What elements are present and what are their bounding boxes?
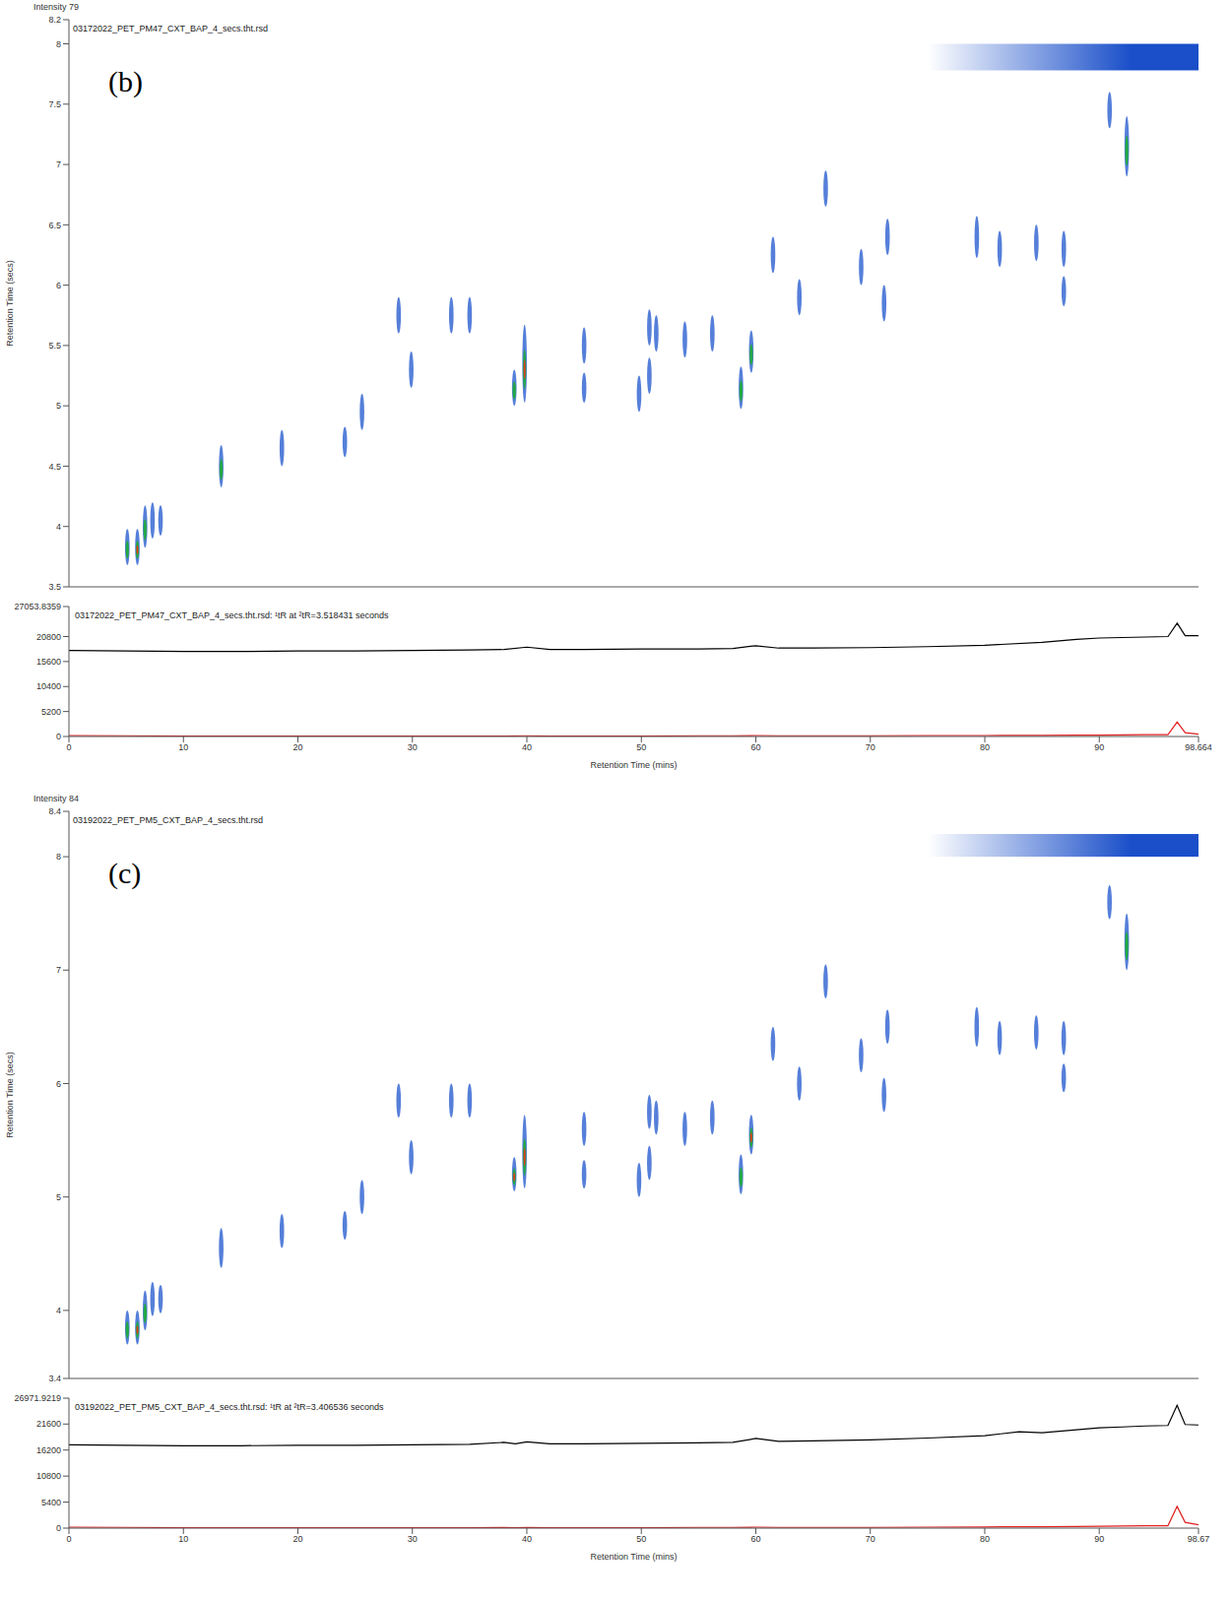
svg-text:Retention Time (secs): Retention Time (secs) bbox=[4, 1051, 15, 1139]
svg-text:0: 0 bbox=[56, 1523, 62, 1534]
svg-text:27053.8359: 27053.8359 bbox=[13, 602, 62, 612]
svg-text:0: 0 bbox=[65, 1534, 71, 1545]
html-text:03172022_PET_PM47_CXT_BAP_4_se: 03172022_PET_PM47_CXT_BAP_4_secs.tht.rsd… bbox=[74, 610, 389, 621]
svg-text:6: 6 bbox=[56, 280, 62, 291]
svg-text:70: 70 bbox=[865, 1534, 876, 1545]
svg-text:Retention Time (secs): Retention Time (secs) bbox=[4, 259, 15, 347]
svg-text:30: 30 bbox=[407, 742, 418, 753]
html-text:Intensity 84: Intensity 84 bbox=[33, 793, 79, 804]
svg-text:98.67: 98.67 bbox=[1187, 1534, 1211, 1545]
html-text:Intensity 79: Intensity 79 bbox=[33, 1, 79, 12]
svg-text:8: 8 bbox=[56, 851, 62, 862]
html-text:(c): (c) bbox=[108, 856, 142, 890]
svg-text:10400: 10400 bbox=[36, 681, 62, 692]
svg-text:10800: 10800 bbox=[36, 1471, 62, 1482]
svg-text:21600: 21600 bbox=[36, 1419, 62, 1429]
svg-text:60: 60 bbox=[751, 742, 762, 753]
svg-text:90: 90 bbox=[1094, 1534, 1104, 1545]
svg-text:5400: 5400 bbox=[41, 1497, 62, 1508]
svg-text:15600: 15600 bbox=[36, 656, 62, 667]
svg-text:6.5: 6.5 bbox=[48, 220, 62, 231]
svg-text:3.5: 3.5 bbox=[48, 582, 62, 592]
html-text:03192022_PET_PM5_CXT_BAP_4_sec: 03192022_PET_PM5_CXT_BAP_4_secs.tht.rsd:… bbox=[74, 1402, 384, 1413]
svg-text:30: 30 bbox=[407, 1534, 418, 1545]
svg-text:20: 20 bbox=[292, 1534, 303, 1545]
svg-text:40: 40 bbox=[521, 742, 532, 753]
svg-text:7.5: 7.5 bbox=[48, 99, 62, 110]
svg-text:3.4: 3.4 bbox=[48, 1373, 62, 1384]
svg-text:6: 6 bbox=[56, 1079, 62, 1090]
svg-text:Retention Time (mins): Retention Time (mins) bbox=[589, 1552, 677, 1562]
svg-text:80: 80 bbox=[979, 1534, 990, 1545]
svg-text:5200: 5200 bbox=[41, 707, 62, 717]
svg-text:5: 5 bbox=[56, 400, 62, 411]
svg-text:5: 5 bbox=[56, 1192, 62, 1203]
svg-text:60: 60 bbox=[750, 1534, 761, 1545]
svg-text:Retention Time (mins): Retention Time (mins) bbox=[589, 760, 677, 771]
svg-text:98.664: 98.664 bbox=[1184, 742, 1213, 753]
html-text:03192022_PET_PM5_CXT_BAP_4_sec: 03192022_PET_PM5_CXT_BAP_4_secs.tht.rsd bbox=[72, 815, 264, 826]
svg-text:7: 7 bbox=[56, 965, 62, 975]
svg-text:8: 8 bbox=[56, 39, 62, 50]
svg-text:20: 20 bbox=[292, 742, 303, 753]
svg-text:20800: 20800 bbox=[36, 632, 62, 643]
svg-text:90: 90 bbox=[1094, 742, 1104, 753]
svg-text:10: 10 bbox=[178, 742, 189, 753]
html-text:03172022_PET_PM47_CXT_BAP_4_se: 03172022_PET_PM47_CXT_BAP_4_secs.tht.rsd bbox=[72, 23, 268, 34]
svg-text:8.4: 8.4 bbox=[48, 807, 62, 817]
svg-text:50: 50 bbox=[636, 742, 647, 753]
svg-text:40: 40 bbox=[521, 1534, 532, 1545]
svg-text:26971.9219: 26971.9219 bbox=[13, 1394, 62, 1404]
svg-text:8.2: 8.2 bbox=[48, 15, 62, 25]
svg-text:5.5: 5.5 bbox=[48, 340, 62, 351]
svg-text:4: 4 bbox=[56, 1305, 62, 1316]
svg-text:7: 7 bbox=[56, 159, 62, 170]
svg-text:80: 80 bbox=[979, 742, 990, 753]
html-text:(b): (b) bbox=[108, 64, 143, 98]
svg-text:4: 4 bbox=[56, 521, 62, 532]
svg-text:4.5: 4.5 bbox=[48, 461, 62, 472]
svg-text:10: 10 bbox=[178, 1534, 189, 1545]
svg-text:0: 0 bbox=[65, 742, 71, 753]
svg-text:0: 0 bbox=[56, 731, 62, 742]
svg-text:70: 70 bbox=[865, 742, 876, 753]
svg-text:16200: 16200 bbox=[36, 1445, 62, 1456]
svg-text:50: 50 bbox=[636, 1534, 647, 1545]
